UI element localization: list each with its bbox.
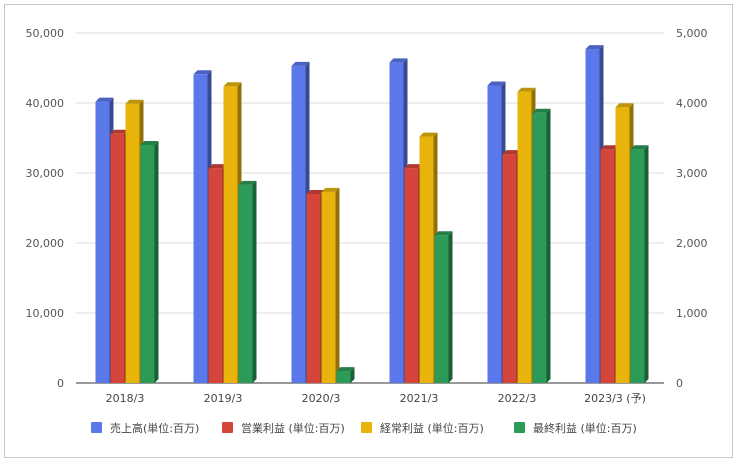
legend-swatch	[222, 422, 233, 433]
bar-top	[517, 87, 536, 92]
bar-front	[404, 168, 419, 383]
y-right-tick-label: 5,000	[676, 27, 708, 40]
bar-front	[140, 145, 155, 383]
bar-top	[389, 58, 408, 63]
bar-side	[335, 187, 340, 383]
bar-top	[419, 132, 438, 137]
bar-top	[140, 141, 159, 145]
y-left-tick-label: 20,000	[26, 237, 65, 250]
x-tick-label: 2022/3	[498, 392, 537, 405]
bar-front	[110, 133, 125, 383]
bar-side	[350, 367, 355, 383]
bar-front	[600, 149, 615, 383]
bar-top	[600, 145, 619, 150]
bar-top	[193, 70, 212, 75]
bar-front	[585, 49, 600, 383]
y-right-tick-label: 3,000	[676, 167, 708, 180]
bar-top	[502, 150, 521, 155]
bar-front	[532, 112, 547, 384]
bar-front	[630, 149, 645, 383]
bar-top	[585, 45, 604, 50]
bar-top	[95, 97, 114, 102]
bar-top	[238, 180, 257, 185]
bar-front	[291, 65, 306, 384]
legend-label: 経常利益 (単位:百万)	[380, 421, 484, 435]
bar-top	[125, 99, 144, 104]
bar-top	[532, 108, 551, 113]
bar-top	[434, 231, 453, 236]
bar-top	[630, 145, 649, 150]
legend-item: 最終利益 (単位:百万)	[514, 421, 637, 435]
bar-front	[95, 101, 110, 383]
bar-front	[125, 103, 140, 383]
y-right-tick-label: 2,000	[676, 237, 708, 250]
bar-top	[306, 190, 325, 194]
legend-label: 営業利益 (単位:百万)	[241, 421, 345, 435]
bars	[95, 45, 649, 384]
x-tick-label: 2019/3	[204, 392, 243, 405]
bar	[630, 145, 649, 383]
y-left-tick-label: 30,000	[26, 167, 65, 180]
bar-front	[615, 107, 630, 383]
bar	[238, 180, 257, 383]
bar-side	[644, 145, 649, 383]
bar	[336, 367, 355, 383]
bar-front	[517, 91, 532, 384]
bar-front	[502, 154, 517, 383]
legend-item: 営業利益 (単位:百万)	[222, 421, 345, 435]
bar-front	[419, 136, 434, 383]
bar	[321, 187, 340, 383]
legend: 売上高(単位:百万) 営業利益 (単位:百万) 経常利益 (単位:百万) 最終利益 (…	[91, 421, 637, 435]
x-tick-label: 2018/3	[106, 392, 145, 405]
bar	[434, 231, 453, 383]
bar-front	[321, 191, 336, 383]
bar	[140, 141, 159, 383]
bar-top	[336, 367, 355, 372]
x-tick-label: 2023/3 (予)	[584, 392, 646, 405]
bar-front	[306, 194, 321, 383]
y-axis-right: 0 1,000 2,000 3,000 4,000 5,000	[676, 27, 708, 390]
x-axis: 2018/3 2019/3 2020/3 2021/3 2022/3 2023/3 (予)	[106, 392, 646, 405]
y-axis-left: 0 10,000 20,000 30,000 40,000 50,000	[26, 27, 65, 390]
x-tick-label: 2021/3	[400, 392, 439, 405]
legend-swatch	[91, 422, 102, 433]
bar-side	[252, 180, 257, 383]
y-left-tick-label: 40,000	[26, 97, 65, 110]
bar-front	[487, 85, 502, 383]
y-left-tick-label: 10,000	[26, 307, 65, 320]
bar-front	[223, 86, 238, 383]
bar-side	[154, 141, 159, 383]
legend-item: 経常利益 (単位:百万)	[361, 421, 484, 435]
bar	[532, 108, 551, 384]
y-right-tick-label: 4,000	[676, 97, 708, 110]
legend-label: 最終利益 (単位:百万)	[533, 421, 637, 435]
bar-front	[389, 62, 404, 384]
legend-swatch	[361, 422, 372, 433]
legend-label: 売上高(単位:百万)	[110, 421, 199, 435]
bar-front	[434, 235, 449, 383]
y-right-tick-label: 0	[676, 377, 683, 390]
y-left-tick-label: 0	[57, 377, 64, 390]
bar-front	[336, 371, 351, 383]
bar-top	[208, 164, 227, 169]
bar-side	[448, 231, 453, 383]
bar-top	[321, 187, 340, 192]
legend-item: 売上高(単位:百万)	[91, 421, 199, 435]
bar-front	[238, 184, 253, 383]
legend-swatch	[514, 422, 525, 433]
bar-top	[487, 81, 506, 86]
gridlines	[76, 32, 664, 384]
y-left-tick-label: 50,000	[26, 27, 65, 40]
y-right-tick-label: 1,000	[676, 307, 708, 320]
bar-top	[110, 129, 129, 134]
bar-side	[546, 108, 551, 384]
bar-front	[193, 74, 208, 384]
bar-top	[404, 164, 423, 169]
bar-front	[208, 168, 223, 383]
bar-top	[291, 61, 310, 66]
bar-top	[223, 82, 242, 87]
x-tick-label: 2020/3	[302, 392, 341, 405]
bar-top	[615, 103, 634, 108]
